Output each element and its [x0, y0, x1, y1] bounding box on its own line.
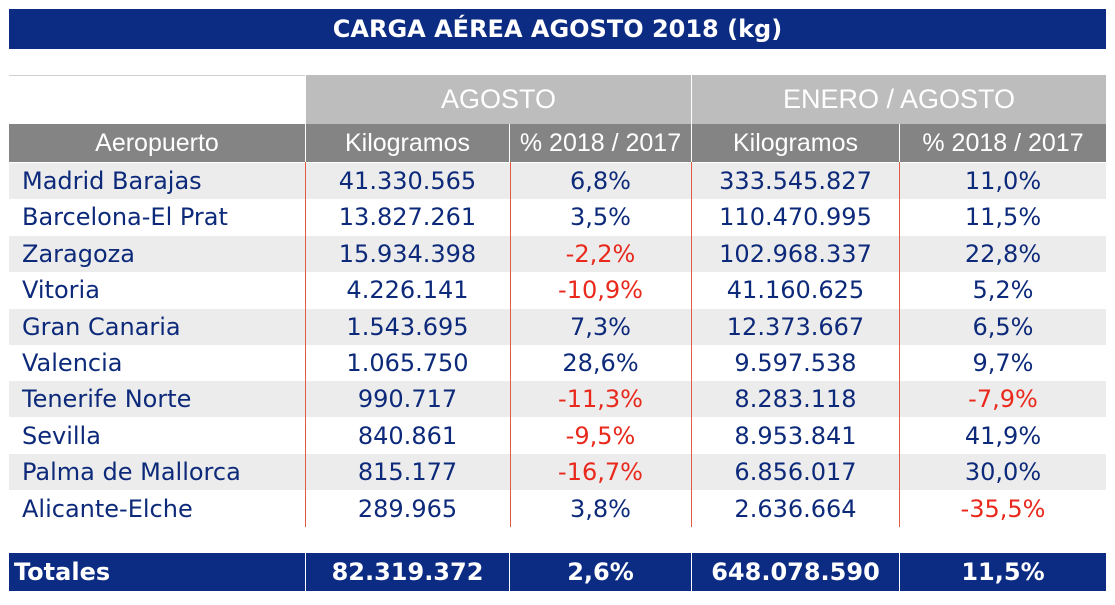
- cell-pct-agosto: 3,8%: [570, 494, 631, 523]
- cell-pct-agosto: -9,5%: [565, 421, 636, 450]
- cell-aeropuerto: Sevilla: [22, 421, 101, 450]
- table-row: Zaragoza 15.934.398 -2,2% 102.968.337 22,8%: [9, 235, 1106, 272]
- table-row: Sevilla 840.861 -9,5% 8.953.841 41,9%: [9, 418, 1106, 454]
- column-header-pct-acumulado: % 2018 / 2017: [900, 124, 1106, 162]
- table-row: Vitoria 4.226.141 -10,9% 41.160.625 5,2%: [9, 272, 1106, 308]
- cell-aeropuerto: Valencia: [22, 349, 123, 377]
- cell-pct-acumulado: 22,8%: [964, 239, 1042, 268]
- cell-kg-agosto: 1.065.750: [346, 349, 469, 377]
- totals-divider: [691, 553, 692, 591]
- cell-pct-acumulado: -7,9%: [968, 385, 1038, 414]
- cell-kg-acumulado: 41.160.625: [726, 276, 865, 305]
- totals-kg-agosto: 82.319.372: [331, 558, 484, 586]
- cell-kg-agosto: 4.226.141: [346, 276, 469, 305]
- column-divider: [899, 162, 900, 527]
- column-header-aeropuerto: Aeropuerto: [9, 124, 305, 162]
- cell-kg-acumulado: 6.856.017: [734, 458, 857, 487]
- cell-pct-acumulado: 11,0%: [964, 167, 1042, 195]
- group-header-enero-agosto: ENERO / AGOSTO: [692, 75, 1106, 124]
- totals-kg-acumulado: 648.078.590: [711, 558, 880, 586]
- cell-aeropuerto: Madrid Barajas: [22, 167, 202, 195]
- table-row: Tenerife Norte 990.717 -11,3% 8.283.118 -7,9…: [9, 381, 1106, 418]
- cell-kg-agosto: 289.965: [357, 494, 458, 523]
- totals-row: Totales 82.319.372 2,6% 648.078.590 11,5…: [9, 553, 1106, 591]
- cell-aeropuerto: Zaragoza: [22, 239, 135, 268]
- totals-divider: [899, 553, 900, 591]
- cell-pct-acumulado: 9,7%: [972, 349, 1034, 377]
- cell-aeropuerto: Vitoria: [22, 276, 100, 305]
- group-header-row: AGOSTO ENERO / AGOSTO: [9, 75, 1106, 125]
- column-header-kg-acumulado: Kilogramos: [692, 124, 899, 162]
- column-divider: [691, 162, 692, 527]
- cell-aeropuerto: Alicante-Elche: [22, 494, 193, 523]
- table-row: Barcelona-El Prat 13.827.261 3,5% 110.470.9…: [9, 199, 1106, 235]
- cell-aeropuerto: Palma de Mallorca: [22, 458, 241, 487]
- totals-pct-agosto: 2,6%: [567, 558, 634, 586]
- totals-pct-acumulado: 11,5%: [961, 558, 1045, 586]
- cell-kg-acumulado: 333.545.827: [719, 167, 872, 195]
- cell-kg-acumulado: 110.470.995: [719, 203, 872, 232]
- cell-aeropuerto: Barcelona-El Prat: [22, 203, 228, 232]
- cell-kg-agosto: 13.827.261: [338, 203, 477, 232]
- cell-pct-acumulado: 5,2%: [972, 276, 1034, 305]
- cell-kg-acumulado: 102.968.337: [719, 239, 872, 268]
- cell-pct-agosto: 28,6%: [562, 349, 639, 377]
- table-row: Madrid Barajas 41.330.565 6,8% 333.545.827 1…: [9, 163, 1106, 199]
- cell-pct-acumulado: 41,9%: [964, 421, 1042, 450]
- cell-pct-agosto: 3,5%: [570, 203, 631, 232]
- cell-kg-agosto: 990.717: [357, 385, 458, 414]
- group-header-agosto: AGOSTO: [306, 75, 691, 124]
- totals-divider: [305, 553, 306, 591]
- cell-pct-agosto: -11,3%: [558, 385, 643, 414]
- cell-kg-agosto: 1.543.695: [346, 312, 469, 341]
- table-row: Gran Canaria 1.543.695 7,3% 12.373.667 6,5%: [9, 308, 1106, 345]
- column-header-row: Aeropuerto Kilogramos % 2018 / 2017 Kilo…: [9, 124, 1106, 162]
- cell-kg-acumulado: 2.636.664: [734, 494, 857, 523]
- cell-kg-acumulado: 12.373.667: [726, 312, 865, 341]
- totals-label: Totales: [14, 558, 111, 586]
- table-row: Alicante-Elche 289.965 3,8% 2.636.664 -35,5%: [9, 491, 1106, 527]
- cell-pct-acumulado: -35,5%: [960, 494, 1046, 523]
- column-divider: [510, 162, 511, 527]
- cell-pct-agosto: -10,9%: [558, 276, 643, 305]
- column-header-kg-agosto: Kilogramos: [306, 124, 509, 162]
- cell-kg-agosto: 41.330.565: [338, 167, 477, 195]
- column-divider: [305, 162, 306, 527]
- cell-pct-acumulado: 6,5%: [972, 312, 1034, 341]
- group-header-empty: [9, 75, 305, 125]
- cell-aeropuerto: Tenerife Norte: [22, 385, 192, 414]
- cell-kg-acumulado: 8.283.118: [734, 385, 857, 414]
- cell-kg-agosto: 840.861: [357, 421, 458, 450]
- cell-kg-acumulado: 8.953.841: [734, 421, 857, 450]
- cell-kg-acumulado: 9.597.538: [734, 349, 857, 377]
- cell-pct-acumulado: 11,5%: [964, 203, 1042, 232]
- cell-pct-acumulado: 30,0%: [964, 458, 1042, 487]
- cell-kg-agosto: 15.934.398: [338, 239, 477, 268]
- cell-aeropuerto: Gran Canaria: [22, 312, 181, 341]
- cell-pct-agosto: -16,7%: [558, 458, 643, 487]
- cell-pct-agosto: 7,3%: [570, 312, 631, 341]
- cell-pct-agosto: -2,2%: [565, 239, 636, 268]
- column-header-pct-agosto: % 2018 / 2017: [510, 124, 691, 162]
- table-title: CARGA AÉREA AGOSTO 2018 (kg): [9, 9, 1106, 49]
- cell-kg-agosto: 815.177: [357, 458, 458, 487]
- table-row: Palma de Mallorca 815.177 -16,7% 6.856.017 3…: [9, 454, 1106, 491]
- table-row: Valencia 1.065.750 28,6% 9.597.538 9,7%: [9, 345, 1106, 381]
- cell-pct-agosto: 6,8%: [570, 167, 631, 195]
- totals-divider: [509, 553, 510, 591]
